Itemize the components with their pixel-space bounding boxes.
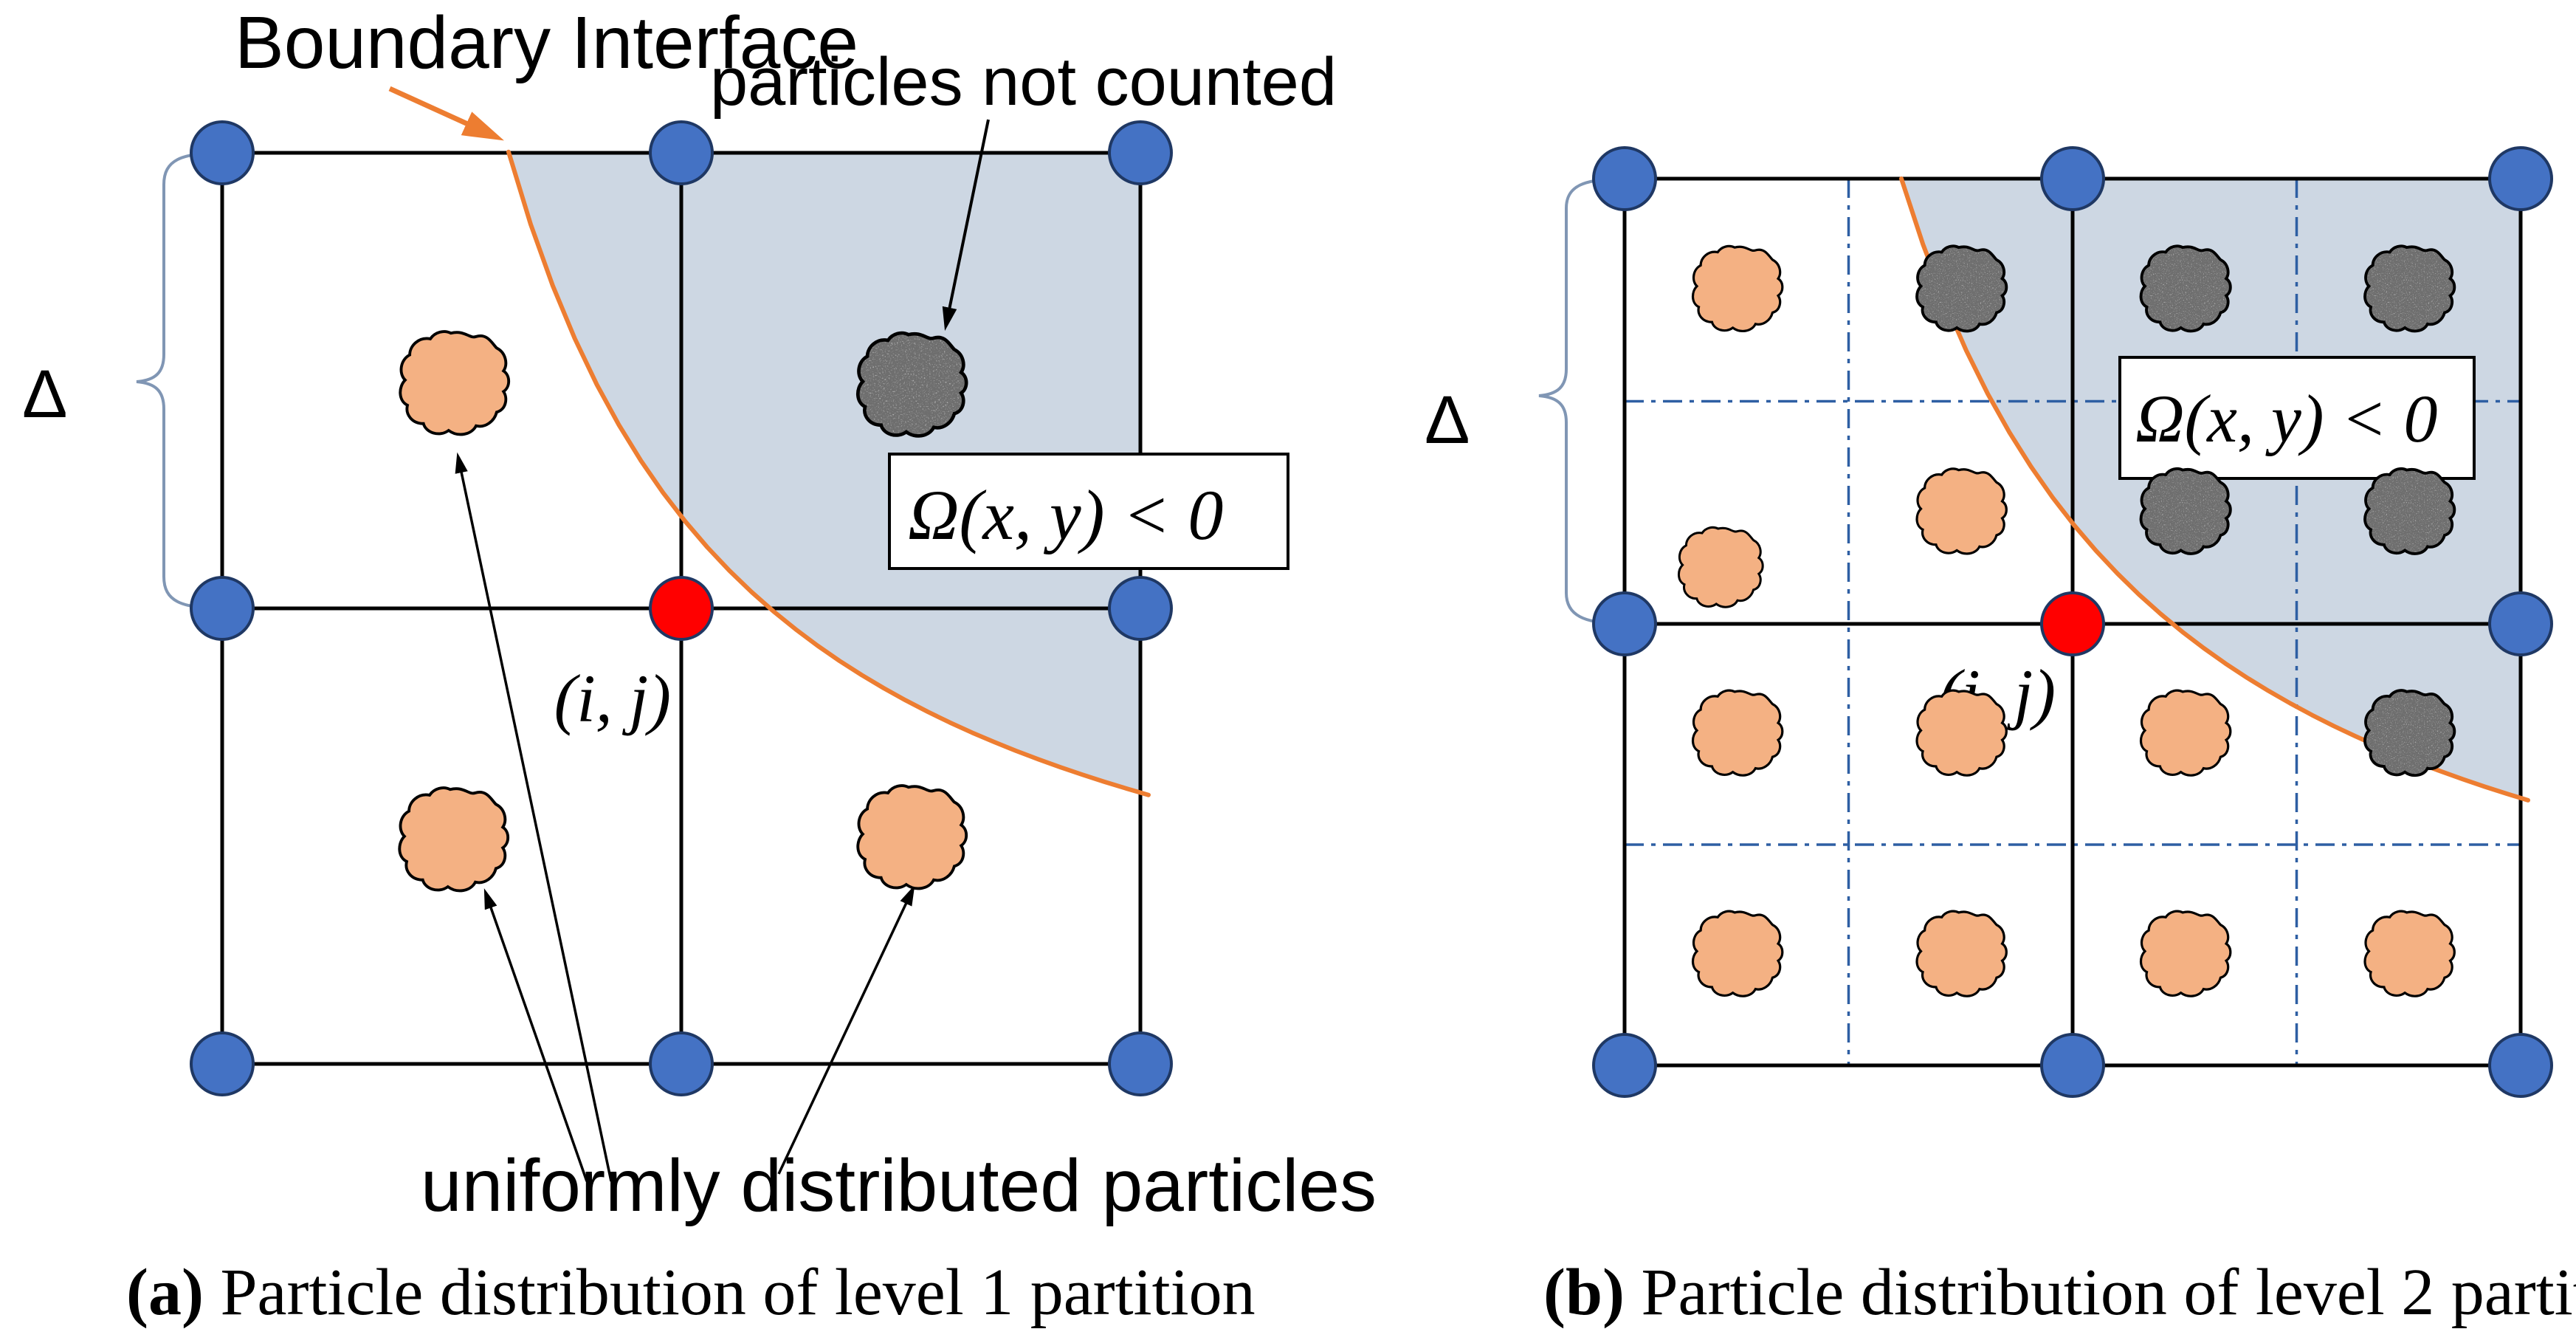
svg-text:Δ: Δ	[22, 357, 67, 432]
svg-text:Ω(x, y) < 0: Ω(x, y) < 0	[2135, 381, 2438, 456]
svg-text:Δ: Δ	[1425, 382, 1470, 458]
svg-text:Ω(x, y) < 0: Ω(x, y) < 0	[908, 475, 1223, 554]
svg-text:(i, j): (i, j)	[554, 661, 671, 736]
svg-text:particles not counted: particles not counted	[710, 44, 1337, 120]
svg-text:uniformly distributed particle: uniformly distributed particles	[421, 1144, 1377, 1227]
svg-text:(a) Particle distribution of l: (a) Particle distribution of level 1 par…	[126, 1256, 1256, 1329]
svg-text:(b) Particle distribution of l: (b) Particle distribution of level 2 par…	[1543, 1256, 2576, 1329]
